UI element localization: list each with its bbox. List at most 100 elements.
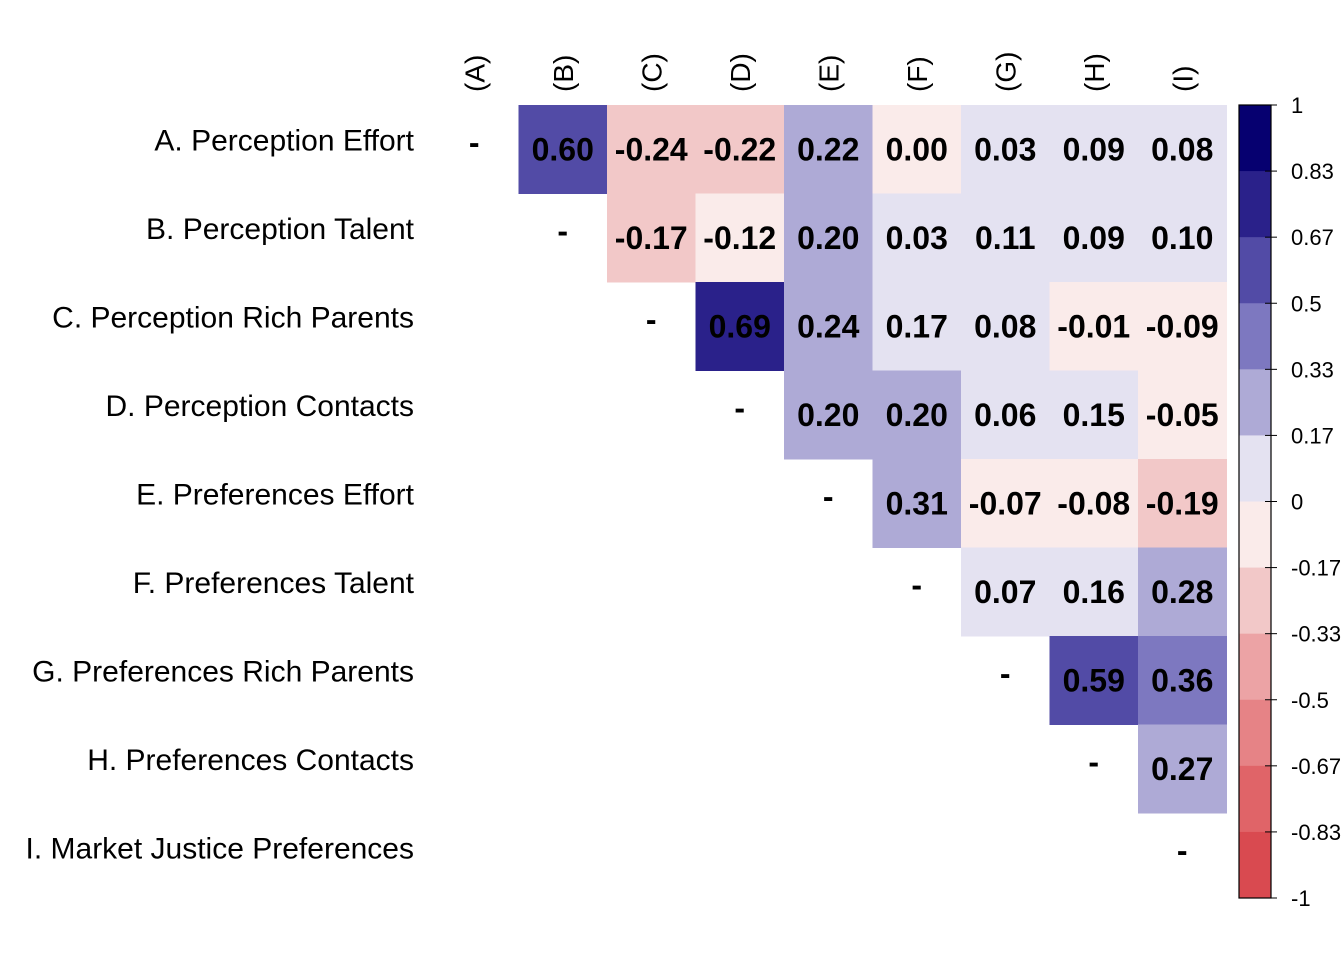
row-label-f-preferences-talent: F. Preferences Talent	[133, 567, 415, 600]
heatmap-cell-r3-c6	[872, 282, 962, 371]
cell-value-r1-c4: -0.22	[703, 131, 776, 167]
legend-swatch-3	[1239, 237, 1271, 304]
legend-swatch-1	[1239, 105, 1271, 172]
heatmap-cell-r5-c7	[961, 459, 1050, 548]
column-label-7: (G)	[990, 52, 1021, 92]
legend-swatch-10	[1239, 699, 1271, 767]
cell-value-r4-c9: -0.05	[1146, 397, 1219, 433]
legend-tick-label-11: -0.67	[1291, 754, 1341, 779]
heatmap-cells	[518, 105, 1227, 814]
cell-value-r1-c5: 0.22	[797, 131, 859, 167]
legend-swatch-11	[1239, 765, 1271, 833]
legend-tick-label-10: -0.5	[1291, 688, 1329, 713]
heatmap-cell-r6-c8	[1049, 547, 1139, 637]
row-label-d-perception-contacts: D. Perception Contacts	[106, 390, 414, 423]
legend-tick-label-13: -1	[1291, 886, 1311, 911]
legend-swatch-5	[1239, 369, 1271, 436]
legend-tick-label-8: -0.17	[1291, 556, 1341, 581]
cell-value-r3-c4: 0.69	[709, 308, 771, 344]
legend-tick-label-1: 1	[1291, 93, 1303, 118]
cell-value-r3-c5: 0.24	[797, 308, 859, 344]
column-label-6: (F)	[902, 56, 933, 92]
column-labels: (A) (B) (C) (D) (E) (F) (G) (H) (I)	[459, 52, 1198, 92]
row-label-c-perception-rich-parents: C. Perception Rich Parents	[52, 301, 414, 334]
column-label-1: (A)	[459, 55, 490, 92]
cell-value-r5-c6: 0.31	[886, 485, 948, 521]
heatmap-cell-r4-c6	[872, 370, 962, 460]
heatmap-cell-r2-c6	[872, 193, 962, 283]
heatmap-cell-r1-c4	[695, 105, 785, 194]
heatmap-cell-r7-c9	[1138, 636, 1227, 725]
cell-value-r4-c8: 0.15	[1063, 397, 1125, 433]
diagonal-label-7: -	[1000, 655, 1011, 691]
cell-value-r1-c6: 0.00	[886, 131, 948, 167]
row-label-a-perception-effort: A. Perception Effort	[154, 124, 414, 157]
cell-value-r3-c6: 0.17	[886, 308, 948, 344]
diagonal-label-1: -	[469, 124, 480, 160]
legend-swatch-12	[1239, 831, 1271, 899]
heatmap-cell-r3-c8	[1049, 282, 1139, 371]
cell-value-r2-c3: -0.17	[615, 220, 688, 256]
cell-value-r1-c8: 0.09	[1063, 131, 1125, 167]
heatmap-cell-r3-c7	[961, 282, 1050, 371]
heatmap-cell-r5-c6	[872, 459, 962, 548]
heatmap-cell-r2-c9	[1138, 193, 1227, 283]
cell-value-r2-c5: 0.20	[797, 220, 859, 256]
legend-swatch-8	[1239, 567, 1271, 635]
column-label-5: (E)	[813, 55, 844, 92]
row-labels: A. Perception Effort B. Perception Talent…	[26, 124, 415, 865]
row-label-b-perception-talent: B. Perception Talent	[146, 213, 415, 246]
heatmap-diagonal-labels: - - - - - - - - -	[469, 124, 1188, 868]
heatmap-cell-r4-c9	[1138, 370, 1227, 460]
cell-value-r4-c6: 0.20	[886, 397, 948, 433]
legend-tick-label-4: 0.5	[1291, 291, 1322, 316]
legend-swatch-2	[1239, 171, 1271, 238]
heatmap-value-labels: 0.60 -0.24 -0.22 0.22 0.00 0.03 0.09 0.08-0.17-…	[532, 131, 1219, 787]
diagonal-label-9: -	[1177, 832, 1188, 868]
heatmap-cell-r8-c9	[1138, 724, 1227, 814]
heatmap-cell-r1-c5	[784, 105, 873, 194]
cell-value-r4-c5: 0.20	[797, 397, 859, 433]
heatmap-cell-r1-c7	[961, 105, 1050, 194]
legend-swatch-6	[1239, 435, 1271, 502]
column-label-4: (D)	[725, 53, 756, 92]
cell-value-r7-c9: 0.36	[1151, 662, 1213, 698]
legend-tick-label-3: 0.67	[1291, 225, 1334, 250]
cell-value-r3-c7: 0.08	[974, 308, 1036, 344]
legend-tick-label-7: 0	[1291, 490, 1303, 515]
cell-value-r2-c4: -0.12	[703, 220, 776, 256]
cell-value-r2-c9: 0.10	[1151, 220, 1213, 256]
legend-tick-label-2: 0.83	[1291, 159, 1334, 184]
cell-value-r2-c6: 0.03	[886, 220, 948, 256]
heatmap-cell-r6-c9	[1138, 547, 1227, 637]
heatmap-cell-r2-c3	[607, 193, 696, 283]
heatmap-cell-r5-c8	[1049, 459, 1139, 548]
heatmap-cell-r4-c8	[1049, 370, 1139, 460]
heatmap-cell-r2-c7	[961, 193, 1050, 283]
legend-tick-label-12: -0.83	[1291, 820, 1341, 845]
legend-swatch-7	[1239, 501, 1271, 569]
diagonal-label-6: -	[911, 567, 922, 603]
column-label-8: (H)	[1079, 53, 1110, 92]
legend-tick-label-5: 0.33	[1291, 357, 1334, 382]
color-legend: 1 0.83 0.67 0.5 0.33 0.17 0 -0.17 -0.33 -0.5 -0.67…	[1238, 93, 1341, 911]
heatmap-cell-r3-c5	[784, 282, 873, 371]
heatmap-cell-r3-c4	[695, 282, 785, 371]
cell-value-r5-c8: -0.08	[1057, 485, 1130, 521]
row-label-e-preferences-effort: E. Preferences Effort	[136, 478, 415, 511]
heatmap-cell-r7-c8	[1049, 636, 1139, 725]
cell-value-r6-c9: 0.28	[1151, 574, 1213, 610]
cell-value-r3-c9: -0.09	[1146, 308, 1219, 344]
cell-value-r7-c8: 0.59	[1063, 662, 1125, 698]
heatmap-cell-r4-c5	[784, 370, 873, 460]
cell-value-r1-c9: 0.08	[1151, 131, 1213, 167]
diagonal-label-3: -	[646, 301, 657, 337]
heatmap-cell-r2-c5	[784, 193, 873, 283]
cell-value-r5-c7: -0.07	[969, 485, 1042, 521]
heatmap-cell-r6-c7	[961, 547, 1050, 637]
cell-value-r5-c9: -0.19	[1146, 485, 1219, 521]
diagonal-label-2: -	[557, 213, 568, 249]
legend-tick-label-9: -0.33	[1291, 622, 1341, 647]
row-label-i-market-justice-preferences: I. Market Justice Preferences	[26, 832, 414, 865]
